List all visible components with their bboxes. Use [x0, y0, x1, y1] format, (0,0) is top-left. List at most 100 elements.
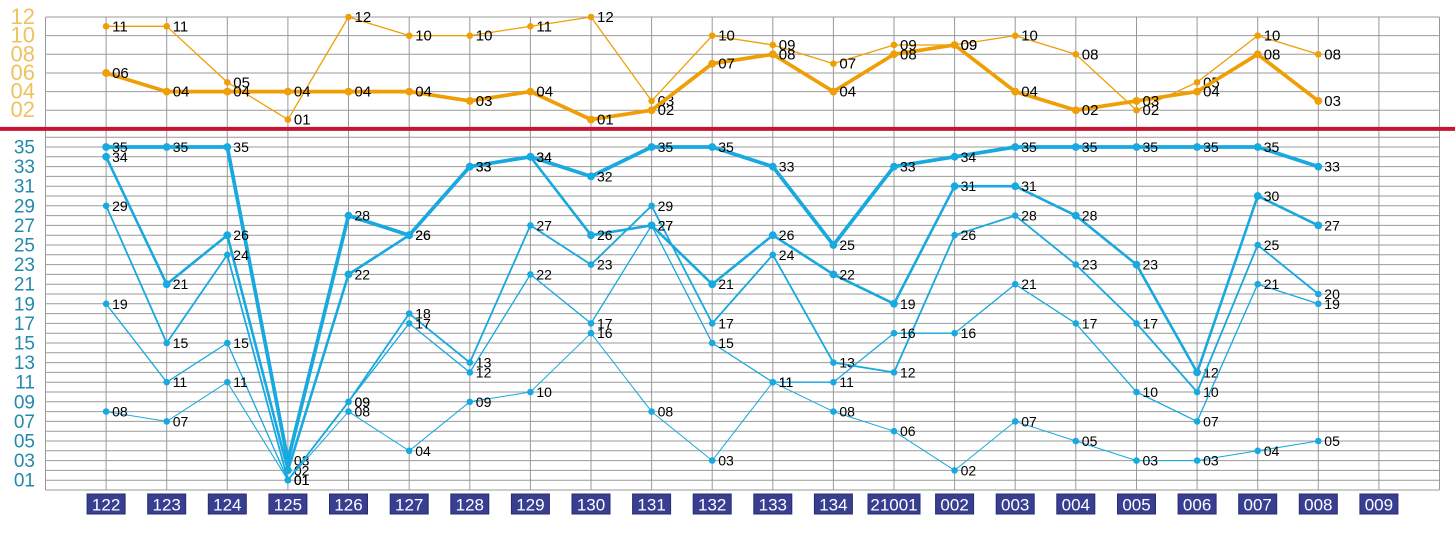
- svg-text:130: 130: [577, 495, 605, 514]
- svg-text:23: 23: [1082, 257, 1098, 273]
- svg-text:003: 003: [1001, 495, 1029, 514]
- svg-text:15: 15: [14, 334, 35, 355]
- svg-text:27: 27: [14, 216, 35, 237]
- svg-text:04: 04: [415, 443, 431, 459]
- svg-text:21: 21: [1264, 276, 1280, 292]
- svg-text:10: 10: [718, 28, 735, 45]
- svg-text:124: 124: [213, 495, 241, 514]
- svg-text:04: 04: [1021, 84, 1038, 101]
- svg-text:31: 31: [1021, 178, 1037, 194]
- svg-text:04: 04: [173, 84, 190, 101]
- svg-text:11: 11: [233, 374, 248, 390]
- svg-text:128: 128: [456, 495, 484, 514]
- svg-text:11: 11: [173, 374, 188, 390]
- svg-text:35: 35: [14, 138, 35, 159]
- svg-text:19: 19: [900, 296, 916, 312]
- svg-text:17: 17: [415, 315, 431, 331]
- svg-text:24: 24: [233, 247, 249, 263]
- svg-text:11: 11: [536, 18, 552, 35]
- svg-text:11: 11: [15, 373, 35, 394]
- svg-text:08: 08: [1264, 46, 1281, 63]
- svg-text:01: 01: [14, 471, 35, 492]
- svg-text:004: 004: [1062, 495, 1090, 514]
- svg-text:33: 33: [900, 159, 916, 175]
- svg-text:34: 34: [961, 149, 977, 165]
- svg-text:26: 26: [233, 227, 249, 243]
- svg-text:17: 17: [14, 314, 35, 335]
- svg-text:22: 22: [839, 266, 855, 282]
- svg-text:35: 35: [718, 139, 734, 155]
- svg-text:28: 28: [1082, 208, 1098, 224]
- svg-text:08: 08: [839, 404, 855, 420]
- svg-text:26: 26: [415, 227, 431, 243]
- svg-text:29: 29: [14, 196, 35, 217]
- svg-text:11: 11: [173, 18, 189, 35]
- svg-text:26: 26: [961, 227, 977, 243]
- svg-text:34: 34: [112, 149, 128, 165]
- svg-text:19: 19: [14, 294, 35, 315]
- svg-text:04: 04: [1264, 443, 1280, 459]
- svg-text:19: 19: [1324, 296, 1340, 312]
- svg-text:10: 10: [415, 28, 432, 45]
- svg-text:16: 16: [900, 325, 916, 341]
- svg-text:22: 22: [536, 266, 552, 282]
- svg-text:12: 12: [355, 9, 372, 26]
- svg-text:05: 05: [1324, 433, 1340, 449]
- svg-text:23: 23: [14, 255, 35, 276]
- svg-text:10: 10: [1021, 28, 1038, 45]
- svg-text:23: 23: [597, 257, 613, 273]
- svg-text:03: 03: [1203, 453, 1219, 469]
- svg-text:08: 08: [1082, 46, 1099, 63]
- svg-text:10: 10: [536, 384, 552, 400]
- svg-text:05: 05: [14, 432, 35, 453]
- svg-text:03: 03: [14, 451, 35, 472]
- svg-text:28: 28: [1021, 208, 1037, 224]
- svg-text:19: 19: [112, 296, 128, 312]
- svg-text:34: 34: [536, 149, 552, 165]
- svg-text:35: 35: [1264, 139, 1280, 155]
- svg-text:33: 33: [779, 159, 795, 175]
- svg-text:27: 27: [658, 217, 674, 233]
- svg-text:03: 03: [718, 453, 734, 469]
- svg-text:07: 07: [1203, 413, 1219, 429]
- svg-text:17: 17: [1082, 315, 1098, 331]
- svg-text:32: 32: [597, 168, 613, 184]
- svg-text:04: 04: [415, 84, 432, 101]
- svg-text:25: 25: [14, 236, 35, 257]
- svg-text:02: 02: [1082, 102, 1099, 119]
- svg-text:08: 08: [112, 404, 128, 420]
- svg-text:09: 09: [476, 394, 492, 410]
- svg-text:15: 15: [233, 335, 249, 351]
- svg-text:007: 007: [1244, 495, 1272, 514]
- svg-text:07: 07: [173, 413, 189, 429]
- svg-text:35: 35: [658, 139, 674, 155]
- svg-text:133: 133: [759, 495, 787, 514]
- svg-text:16: 16: [961, 325, 977, 341]
- svg-text:11: 11: [112, 18, 128, 35]
- svg-text:31: 31: [961, 178, 977, 194]
- svg-text:10: 10: [476, 28, 493, 45]
- svg-text:09: 09: [14, 392, 35, 413]
- svg-text:12: 12: [900, 364, 916, 380]
- svg-text:08: 08: [779, 46, 796, 63]
- svg-text:002: 002: [940, 495, 968, 514]
- svg-text:17: 17: [1143, 315, 1159, 331]
- svg-text:09: 09: [961, 37, 978, 54]
- svg-text:11: 11: [779, 374, 794, 390]
- svg-text:009: 009: [1365, 495, 1393, 514]
- svg-text:12: 12: [11, 4, 35, 29]
- svg-text:08: 08: [1324, 46, 1341, 63]
- svg-text:12: 12: [597, 9, 614, 26]
- svg-text:04: 04: [233, 84, 250, 101]
- svg-text:24: 24: [779, 247, 795, 263]
- svg-text:03: 03: [1143, 453, 1159, 469]
- svg-text:35: 35: [1021, 139, 1037, 155]
- svg-text:03: 03: [476, 93, 493, 110]
- svg-text:30: 30: [1264, 188, 1280, 204]
- svg-text:04: 04: [536, 84, 553, 101]
- svg-text:04: 04: [294, 84, 311, 101]
- svg-text:29: 29: [112, 198, 128, 214]
- svg-text:26: 26: [779, 227, 795, 243]
- svg-text:129: 129: [516, 495, 544, 514]
- svg-text:06: 06: [112, 65, 129, 82]
